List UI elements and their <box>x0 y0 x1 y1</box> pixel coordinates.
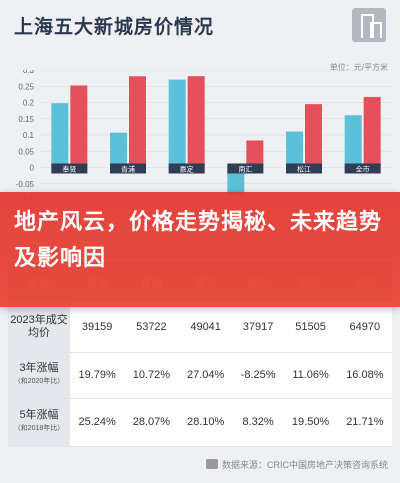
category-label-box <box>227 163 264 174</box>
category-label: 嘉定 <box>180 165 194 174</box>
table-cell: 53722 <box>124 302 179 353</box>
bar-five-year <box>129 76 146 168</box>
table-cell: -8.25% <box>232 352 284 399</box>
table-cell: 64970 <box>337 302 392 353</box>
row-label: 3年涨幅 <box>19 362 59 374</box>
category-label-box <box>110 163 146 174</box>
row-label: 5年涨幅 <box>19 409 59 421</box>
table-row: 3年涨幅 （和2020年比） 19.79% 10.72% 27.04% -8.25% 11.… <box>8 352 392 399</box>
bar-five-year <box>187 76 205 168</box>
table-cell: 49041 <box>178 302 233 353</box>
bar-three-year <box>344 115 362 168</box>
table-cell: 16.08% <box>337 352 392 399</box>
row-label: 2023年成交均价 <box>10 313 68 339</box>
category-label: 奉贤 <box>62 165 76 174</box>
row-header: 3年涨幅 （和2020年比） <box>8 352 70 399</box>
category-label: 南汇 <box>238 165 252 174</box>
table-cell: 28.10% <box>178 398 233 447</box>
bar-three-year <box>110 132 127 168</box>
table-cell: 39159 <box>70 302 125 353</box>
y-tick-label: -0.05 <box>16 180 35 189</box>
y-tick-label: 0.3 <box>23 70 35 75</box>
y-tick-label: 0.1 <box>23 131 35 140</box>
category-label-box <box>51 163 88 174</box>
category-label: 全市 <box>356 165 370 174</box>
category-label: 松江 <box>297 165 311 174</box>
row-sublabel: （和2020年比） <box>13 378 65 385</box>
table-row: 5年涨幅 （和2018年比） 25.24% 28.07% 28.10% 8.32% 19.5… <box>8 398 392 447</box>
y-tick-label: 0.05 <box>18 147 34 156</box>
y-tick-label: 0.15 <box>18 115 34 124</box>
headline-banner: 地产风云，价格走势揭秘、未来趋势及影响因 <box>0 192 400 307</box>
table-cell: 11.06% <box>283 352 338 399</box>
row-sublabel: （和2018年比） <box>13 425 65 432</box>
table-cell: 19.50% <box>283 398 338 447</box>
unit-label: 单位：元/平方米 <box>329 63 388 72</box>
source-text: 数据来源：CRIC中国房地产决策咨询系统 <box>222 460 388 470</box>
headline-text: 地产风云，价格走势揭秘、未来趋势及影响因 <box>14 209 383 270</box>
bar-five-year <box>305 104 322 168</box>
bar-five-year <box>70 85 88 168</box>
bar-three-year <box>168 79 186 168</box>
category-label: 青浦 <box>121 165 135 174</box>
y-tick-label: 0 <box>30 164 35 173</box>
table-cell: 51505 <box>283 302 338 353</box>
bar-three-year <box>51 103 69 168</box>
page-title: 上海五大新城房价情况 <box>14 17 215 38</box>
table-cell: 21.71% <box>337 398 392 447</box>
chart-icon <box>206 459 218 469</box>
y-tick-label: 0.2 <box>23 99 35 108</box>
category-label-box <box>168 163 205 174</box>
row-header: 2023年成交均价 <box>8 302 70 353</box>
table-cell: 8.32% <box>232 398 284 447</box>
table-cell: 10.72% <box>124 352 179 399</box>
bar-five-year <box>246 140 264 168</box>
row-header: 5年涨幅 （和2018年比） <box>8 398 70 447</box>
table-row: 2023年成交均价 39159 53722 49041 37917 51505 64970 <box>8 302 392 353</box>
table-cell: 19.79% <box>70 352 125 399</box>
y-tick-label: 0.25 <box>18 82 34 91</box>
table-cell: 28.07% <box>124 398 179 447</box>
table-cell: 27.04% <box>178 352 233 399</box>
bar-three-year <box>227 167 245 195</box>
table-cell: 37917 <box>232 302 284 353</box>
building-logo-icon <box>352 8 386 42</box>
bar-chart: 0.30.250.20.150.10.050-0.05-0.1奉贤青浦嘉定南汇松… <box>16 70 392 200</box>
category-label-box <box>286 163 322 174</box>
bar-five-year <box>363 96 381 168</box>
category-label-box <box>344 163 381 174</box>
bar-three-year <box>286 131 303 168</box>
data-source: 数据来源：CRIC中国房地产决策咨询系统 <box>206 458 388 471</box>
table-cell: 25.24% <box>70 398 125 447</box>
